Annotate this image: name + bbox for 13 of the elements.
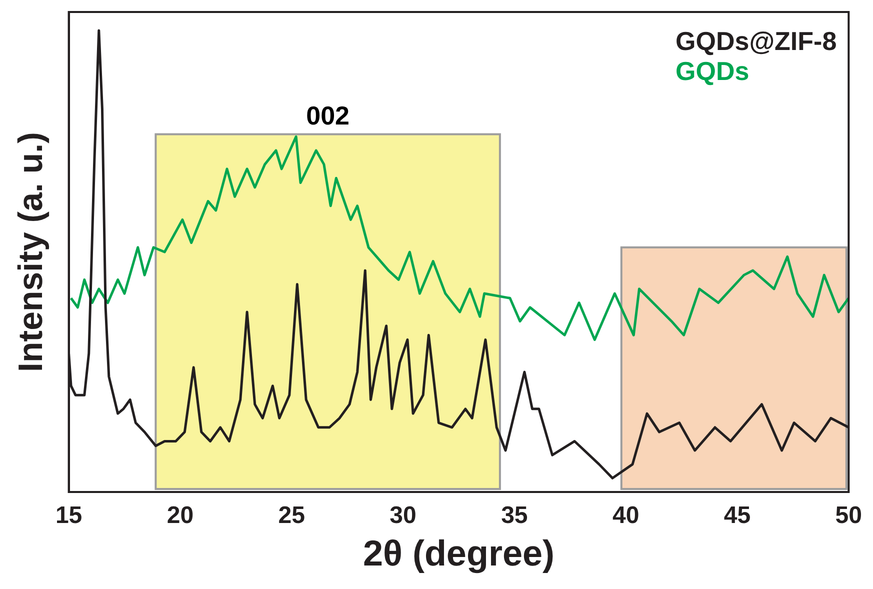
annotation: 002 bbox=[306, 100, 350, 130]
text: GQDs@ZIF-8 bbox=[676, 26, 837, 56]
x-tick-label: 40 bbox=[612, 502, 640, 530]
x-tick-label: 45 bbox=[724, 502, 751, 530]
x-tick-label: 30 bbox=[390, 502, 416, 530]
y-axis-title: Intensity (a. u.) bbox=[12, 132, 50, 372]
text: GQDs bbox=[676, 56, 750, 86]
x-tick-label: 35 bbox=[501, 502, 528, 530]
x-tick-label: 15 bbox=[55, 502, 82, 530]
x-tick-label: 20 bbox=[166, 502, 194, 530]
x-tick-label: 50 bbox=[835, 502, 862, 530]
x-tick-label: 25 bbox=[278, 502, 305, 530]
x-axis-title: 2θ (degree) bbox=[362, 532, 554, 574]
